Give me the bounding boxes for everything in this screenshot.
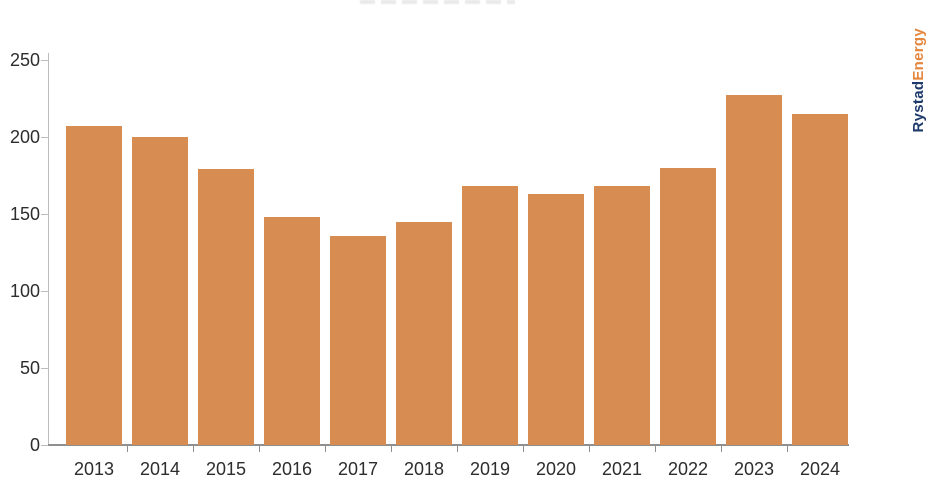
- bar-2017: [330, 235, 386, 445]
- y-axis-line: [48, 53, 49, 445]
- x-axis-tick: [787, 446, 788, 452]
- x-axis-tick-label: 2022: [667, 459, 709, 479]
- x-axis-tick-label: 2021: [601, 459, 643, 479]
- bar-2019: [462, 186, 518, 445]
- x-axis-tick: [523, 446, 524, 452]
- y-axis-tick: [41, 368, 48, 369]
- x-axis-tick-label: 2018: [403, 459, 445, 479]
- x-axis-tick-label: 2015: [205, 459, 247, 479]
- x-axis-tick: [127, 446, 128, 452]
- x-axis-tick: [721, 446, 722, 452]
- y-axis-tick-label: 150: [9, 204, 40, 224]
- bar-2018: [396, 221, 452, 445]
- x-axis-tick: [259, 446, 260, 452]
- x-axis-tick: [589, 446, 590, 452]
- x-axis-tick-label: 2014: [139, 459, 181, 479]
- y-axis-tick: [41, 445, 48, 446]
- y-axis-tick: [41, 214, 48, 215]
- bar-2020: [528, 193, 584, 445]
- bar-2015: [198, 169, 254, 445]
- logo-text-energy: Energy: [910, 28, 927, 81]
- rystad-energy-logo: RystadEnergy: [910, 28, 927, 132]
- cropped-title-remnant: [360, 0, 515, 4]
- x-axis-tick-label: 2013: [73, 459, 115, 479]
- x-axis-tick: [655, 446, 656, 452]
- x-axis-tick-label: 2016: [271, 459, 313, 479]
- x-axis-tick: [193, 446, 194, 452]
- y-axis-tick-label: 50: [19, 358, 40, 378]
- y-axis-tick-label: 0: [29, 435, 40, 455]
- bar-2023: [726, 95, 782, 445]
- bar-series: [48, 60, 848, 445]
- x-axis-tick: [391, 446, 392, 452]
- x-axis-tick-label: 2019: [469, 459, 511, 479]
- y-axis-tick-label: 200: [9, 127, 40, 147]
- x-axis-tick: [325, 446, 326, 452]
- bar-2016: [264, 217, 320, 445]
- x-axis-tick-label: 2024: [799, 459, 841, 479]
- x-axis-tick-label: 2017: [337, 459, 379, 479]
- bar-2013: [66, 126, 122, 445]
- y-axis-tick-label: 250: [9, 50, 40, 70]
- bar-2014: [132, 137, 188, 445]
- bar-2024: [792, 113, 848, 445]
- x-axis-tick-label: 2020: [535, 459, 577, 479]
- y-axis-tick: [41, 291, 48, 292]
- bar-2022: [660, 167, 716, 445]
- y-axis-tick-label: 100: [9, 281, 40, 301]
- x-axis-baseline: [48, 444, 849, 446]
- logo-text-rystad: Rystad: [910, 80, 927, 133]
- y-axis-tick: [41, 60, 48, 61]
- x-axis-tick-label: 2023: [733, 459, 775, 479]
- y-axis-tick: [41, 137, 48, 138]
- x-axis-tick: [457, 446, 458, 452]
- bar-2021: [594, 186, 650, 445]
